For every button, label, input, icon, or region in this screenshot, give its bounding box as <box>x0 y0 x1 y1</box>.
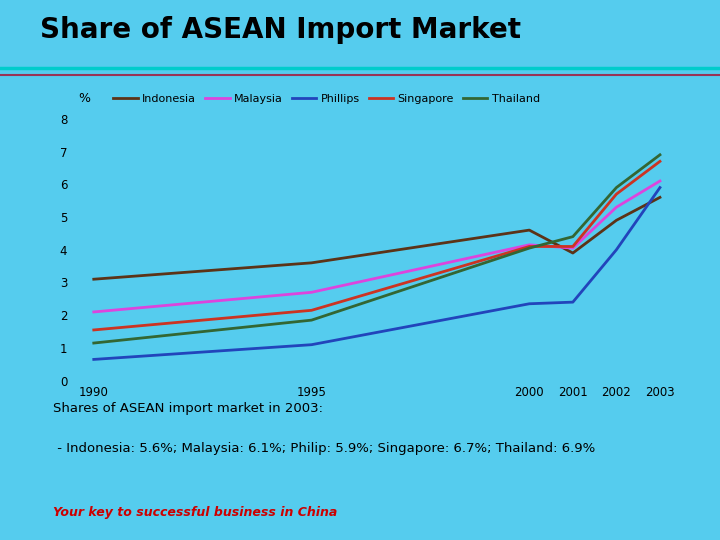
Phillips <box>307 341 316 348</box>
Text: - Indonesia: 5.6%; Malaysia: 6.1%; Philip: 5.9%; Singapore: 6.7%; Thailand: 6.9%: - Indonesia: 5.6%; Malaysia: 6.1%; Phili… <box>53 442 595 455</box>
Line: Singapore: Singapore <box>94 161 660 330</box>
Thailand <box>525 245 534 251</box>
Malaysia <box>612 204 621 211</box>
Line: Malaysia: Malaysia <box>94 181 660 312</box>
Thailand <box>569 233 577 240</box>
Indonesia <box>656 194 665 200</box>
Legend: Indonesia, Malaysia, Phillips, Singapore, Thailand: Indonesia, Malaysia, Phillips, Singapore… <box>109 89 544 108</box>
Text: Shares of ASEAN import market in 2003:: Shares of ASEAN import market in 2003: <box>53 402 323 415</box>
Singapore <box>525 243 534 249</box>
Malaysia <box>307 289 316 295</box>
Indonesia <box>569 250 577 256</box>
Text: %: % <box>78 92 90 105</box>
Malaysia <box>569 245 577 251</box>
Thailand <box>612 184 621 191</box>
Phillips <box>569 299 577 306</box>
Singapore <box>656 158 665 165</box>
Phillips <box>89 356 98 363</box>
Indonesia <box>307 260 316 266</box>
Singapore <box>612 191 621 197</box>
Text: Share of ASEAN Import Market: Share of ASEAN Import Market <box>40 16 521 44</box>
Line: Indonesia: Indonesia <box>94 197 660 279</box>
Thailand <box>89 340 98 346</box>
Line: Phillips: Phillips <box>94 187 660 360</box>
Phillips <box>656 184 665 191</box>
Phillips <box>525 301 534 307</box>
Indonesia <box>525 227 534 233</box>
Malaysia <box>525 241 534 248</box>
Malaysia <box>89 309 98 315</box>
Text: Your key to successful business in China: Your key to successful business in China <box>53 506 337 519</box>
Thailand <box>307 317 316 323</box>
Singapore <box>307 307 316 314</box>
Malaysia <box>656 178 665 184</box>
Indonesia <box>612 217 621 224</box>
Singapore <box>89 327 98 333</box>
Line: Thailand: Thailand <box>94 155 660 343</box>
Thailand <box>656 152 665 158</box>
Phillips <box>612 246 621 253</box>
Indonesia <box>89 276 98 282</box>
Singapore <box>569 243 577 249</box>
